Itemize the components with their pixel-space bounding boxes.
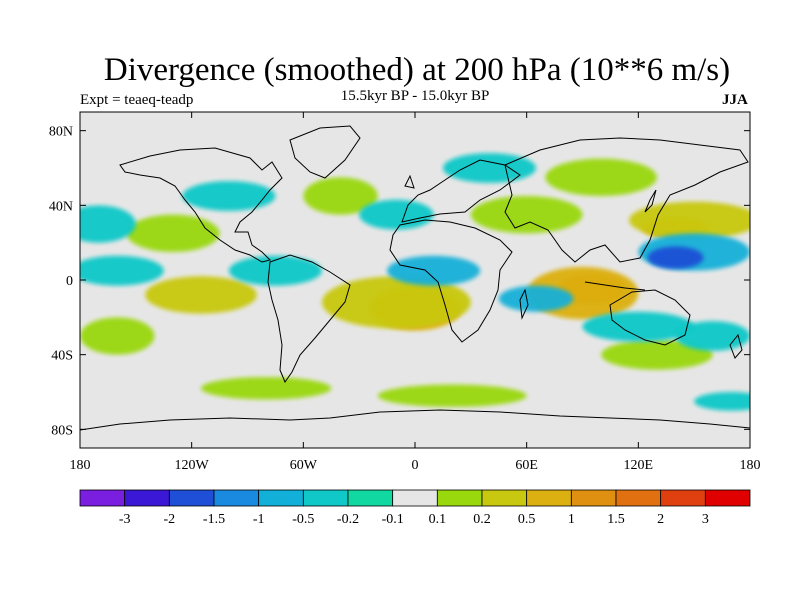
colorbar-label-7: 0.1 xyxy=(429,512,447,527)
x-tick-label-4: 60E xyxy=(515,458,538,473)
coastline-south-america xyxy=(267,254,351,384)
experiment-label: Expt = teaeq-teadp xyxy=(80,92,194,108)
field-region-6 xyxy=(145,276,257,314)
x-tick-label-0: 180 xyxy=(70,458,91,473)
colorbar-label-10: 1 xyxy=(568,512,575,527)
y-tick-label-4: 80S xyxy=(51,423,73,438)
coastline-greenland xyxy=(289,125,361,179)
coastline-antarctica xyxy=(80,409,750,431)
colorbar-swatch-14 xyxy=(704,489,751,507)
coastline-uk xyxy=(404,174,415,189)
coastline-australia xyxy=(609,289,691,346)
colorbar-label-11: 1.5 xyxy=(607,512,625,527)
field-region-12 xyxy=(545,158,657,196)
field-region-22 xyxy=(582,311,695,342)
colorbar-label-1: -2 xyxy=(163,512,175,527)
field-region-13 xyxy=(303,177,378,215)
field-region-19 xyxy=(228,255,322,286)
colorbar-label-8: 0.2 xyxy=(473,512,491,527)
colorbar-swatch-6 xyxy=(347,489,394,507)
y-tick-label-3: 40S xyxy=(51,349,73,364)
x-tick-label-2: 60W xyxy=(290,458,318,473)
colorbar-swatch-13 xyxy=(660,489,706,507)
colorbar-label-2: -1.5 xyxy=(203,512,225,527)
y-tick-label-0: 80N xyxy=(49,125,73,140)
colorbar: -3 -2 -1.5 -1 -0.5 -0.2 -0.1 0.1 0.2 0.5 1 1.5 2 3 xyxy=(79,489,751,527)
field-region-27 xyxy=(359,199,434,230)
x-tick-label-5: 120E xyxy=(624,458,654,473)
field-region-8 xyxy=(126,214,220,252)
colorbar-label-0: -3 xyxy=(119,512,131,527)
coastline-madagascar xyxy=(519,288,529,320)
colorbar-label-12: 2 xyxy=(657,512,664,527)
coastlines xyxy=(80,125,750,431)
x-tick-label-1: 120W xyxy=(175,458,210,473)
colorbar-label-9: 0.5 xyxy=(518,512,536,527)
divergence-field xyxy=(80,153,750,411)
colorbar-swatch-8 xyxy=(436,489,483,507)
field-region-24 xyxy=(442,153,536,183)
field-region-3 xyxy=(321,276,471,329)
field-region-10 xyxy=(200,377,332,400)
colorbar-label-4: -0.5 xyxy=(292,512,314,527)
colorbar-swatch-11 xyxy=(570,489,617,507)
field-region-9 xyxy=(601,339,713,370)
y-tick-label-1: 40N xyxy=(49,199,73,214)
coastline-indonesia xyxy=(584,281,646,291)
field-region-11 xyxy=(377,384,527,407)
colorbar-swatch-2 xyxy=(168,489,215,507)
period-label: 15.5kyr BP - 15.0kyr BP xyxy=(340,88,490,104)
field-region-18 xyxy=(498,285,574,312)
colorbar-label-13: 3 xyxy=(702,512,709,527)
colorbar-swatch-4 xyxy=(258,489,304,507)
colorbar-swatch-9 xyxy=(481,489,528,507)
colorbar-label-6: -0.1 xyxy=(382,512,404,527)
coastline-japan xyxy=(644,189,657,213)
coastline-new-zealand xyxy=(729,333,743,359)
field-region-23 xyxy=(675,321,750,351)
x-tick-label-3: 0 xyxy=(412,458,419,473)
field-region-16 xyxy=(647,246,704,269)
coastline-asia xyxy=(504,137,749,263)
field-region-25 xyxy=(182,181,276,211)
colorbar-swatch-5 xyxy=(302,489,349,507)
field-region-5 xyxy=(629,201,750,239)
field-region-17 xyxy=(387,255,481,286)
field-region-20 xyxy=(80,255,164,286)
colorbar-swatch-12 xyxy=(615,489,662,507)
colorbar-swatch-3 xyxy=(213,489,260,507)
field-region-14 xyxy=(80,317,155,355)
field-region-21 xyxy=(80,205,136,243)
map-axes: 180 120W 60W 0 60E 120E 180 80N 40N 0 40S 80S xyxy=(49,112,761,473)
colorbar-swatch-1 xyxy=(124,489,170,507)
colorbar-swatch-0 xyxy=(79,489,126,507)
x-tick-label-6: 180 xyxy=(740,458,761,473)
field-region-26 xyxy=(694,392,750,411)
field-region-7 xyxy=(470,196,583,234)
coastline-africa xyxy=(389,219,513,343)
colorbar-label-5: -0.2 xyxy=(337,512,359,527)
colorbar-swatch-10 xyxy=(526,489,572,507)
colorbar-swatch-7 xyxy=(392,489,438,507)
colorbar-label-3: -1 xyxy=(253,512,265,527)
season-label: JJA xyxy=(722,92,748,108)
chart-title: Divergence (smoothed) at 200 hPa (10**6 … xyxy=(103,52,731,88)
y-tick-label-2: 0 xyxy=(66,274,73,289)
coastline-north-america xyxy=(119,147,283,263)
